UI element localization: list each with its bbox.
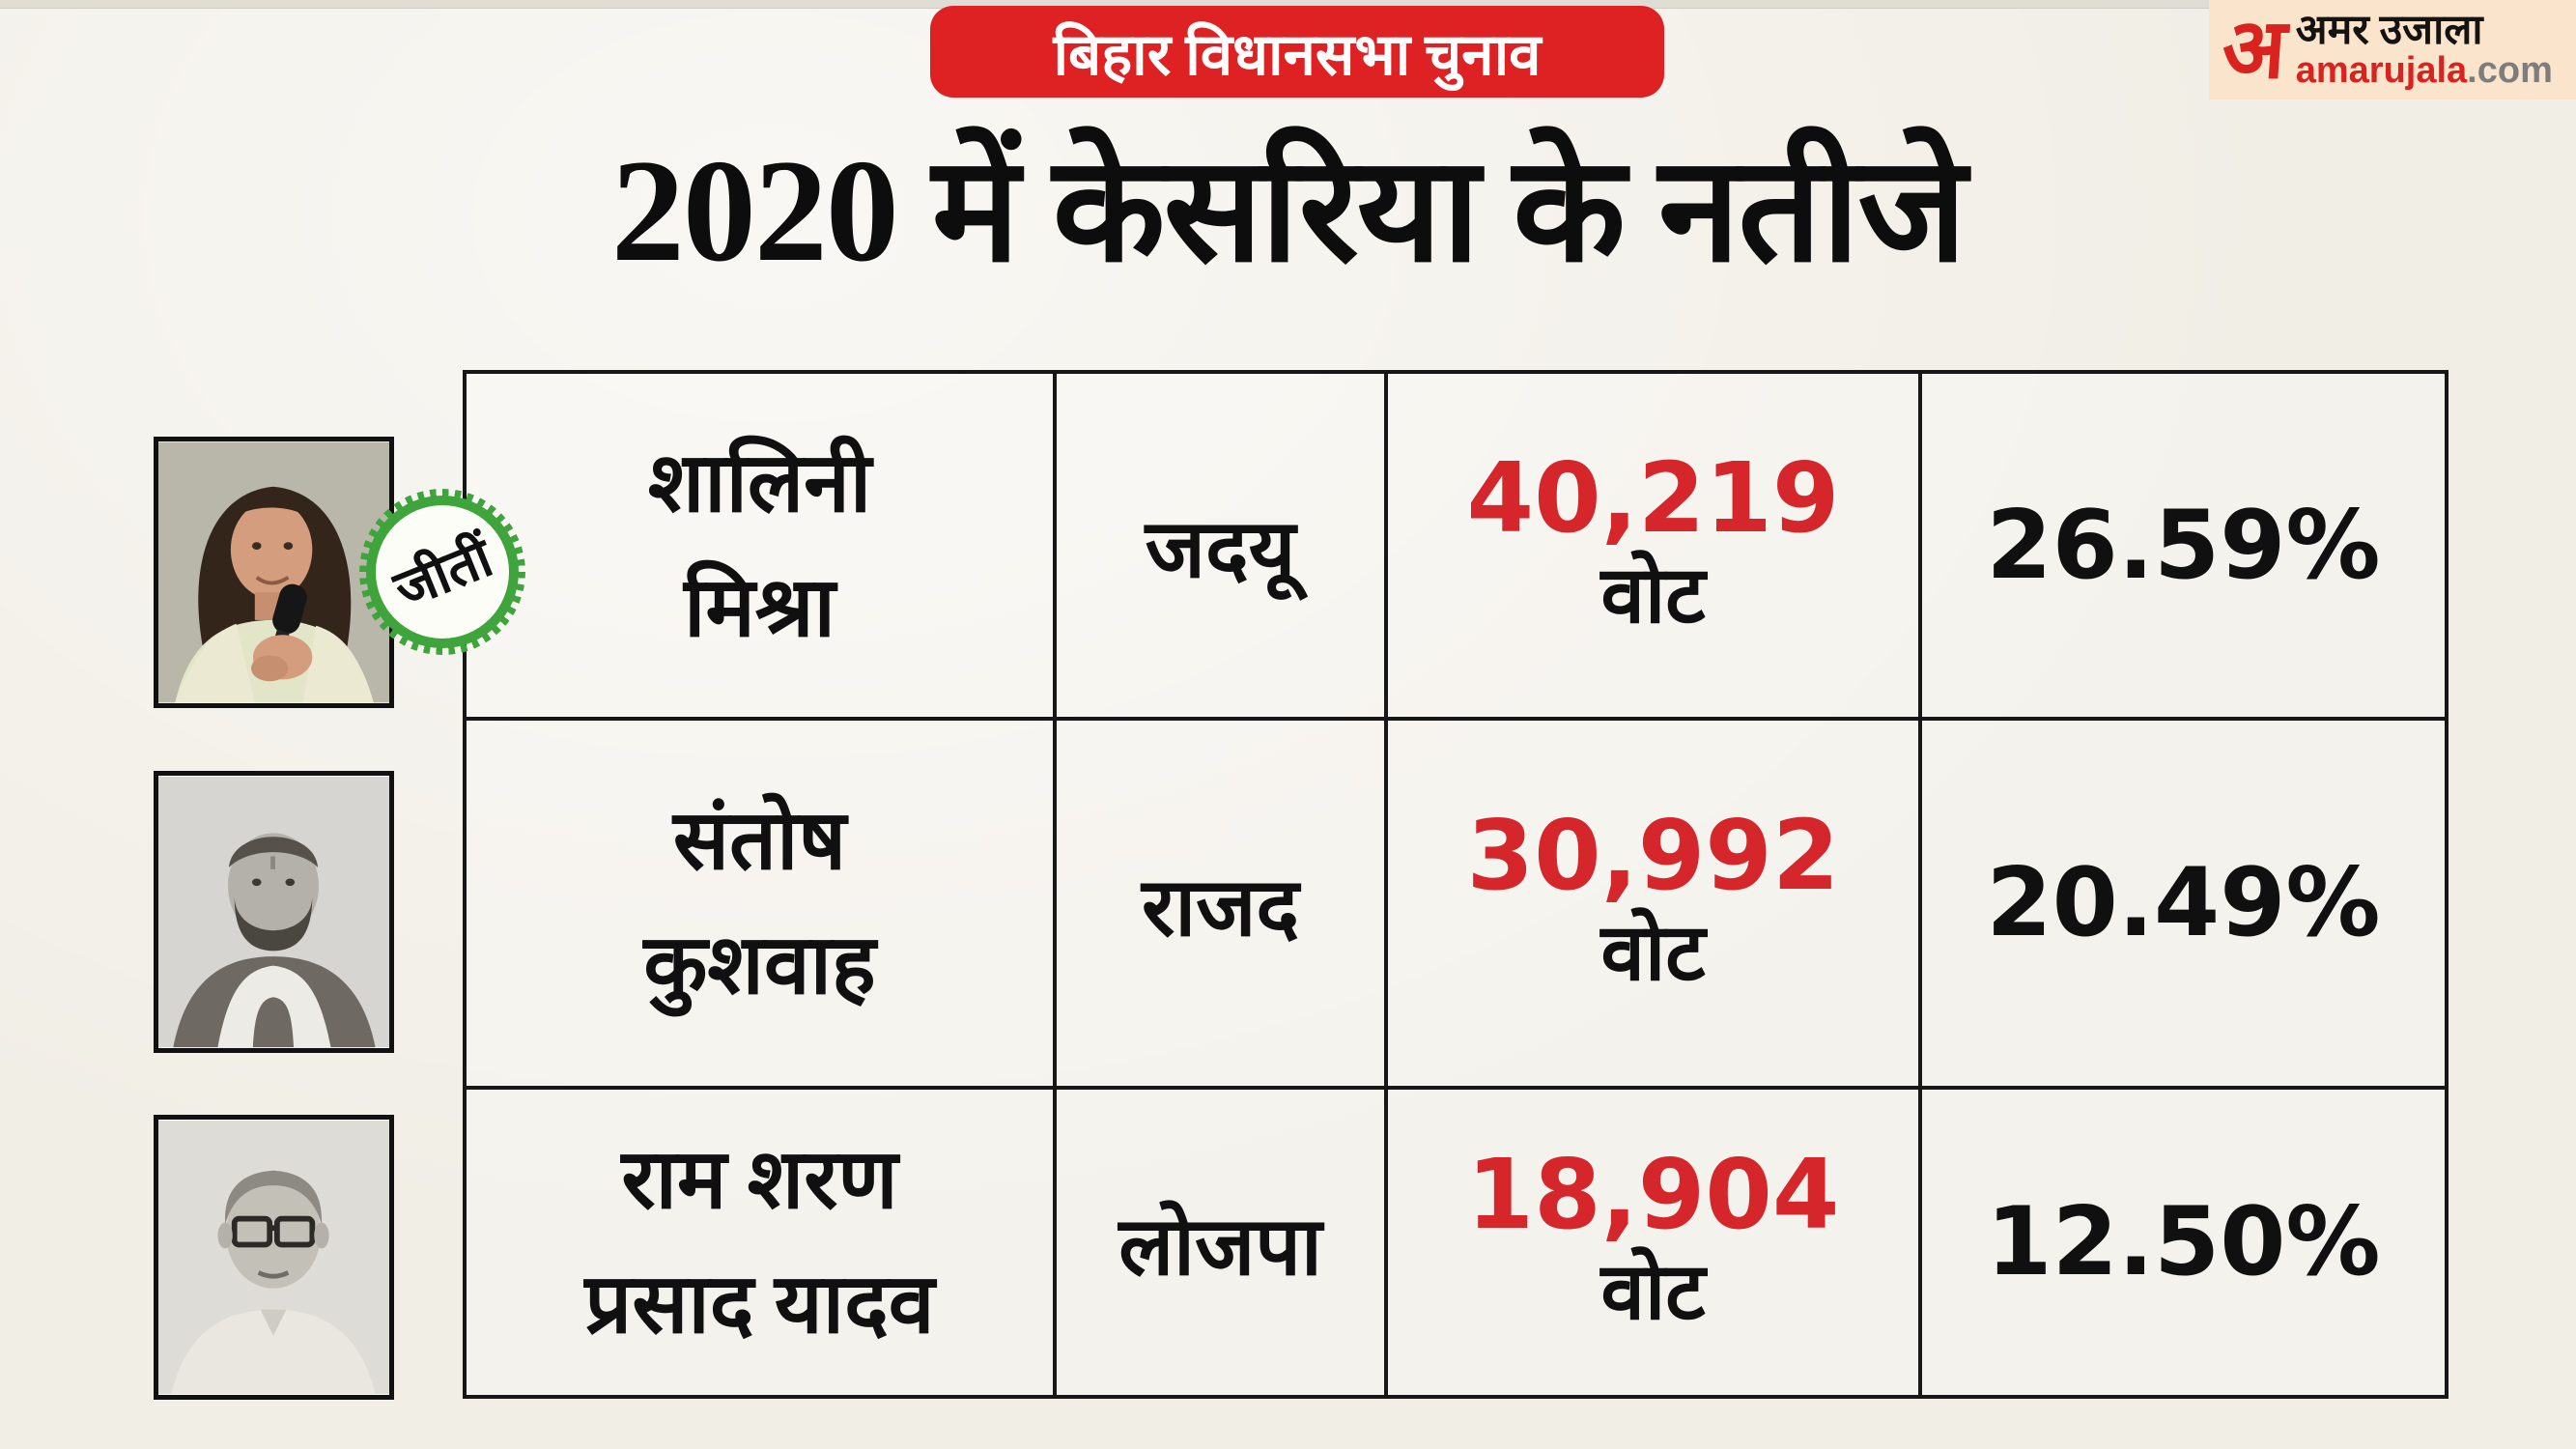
candidate-name-line1: राम शरण	[621, 1133, 898, 1226]
candidate-name-line2: कुशवाह	[643, 919, 876, 1011]
candidate-name-cell-row-1: शालिनी मिश्रा	[467, 374, 1057, 721]
candidate-name-cell-row-3: राम शरण प्रसाद यादव	[467, 1090, 1057, 1395]
amar-ujala-logo-tld: .com	[2467, 50, 2553, 92]
vote-share-cell-row-3: 12.50%	[1922, 1090, 2445, 1395]
vote-share-value: 20.49%	[1986, 848, 2381, 958]
portrait-man-with-glasses-grayscale	[158, 1120, 389, 1395]
party-name: लोजपा	[1118, 1202, 1322, 1293]
winner-seal-label: जीतीं	[385, 527, 501, 621]
amar-ujala-logo-name: अमर उजाला	[2295, 8, 2483, 54]
votes-unit-label: वोट	[1600, 909, 1706, 998]
votes-unit-label: वोट	[1600, 551, 1706, 639]
party-cell-row-2: राजद	[1057, 721, 1388, 1090]
election-header-badge: बिहार विधानसभा चुनाव	[930, 6, 1664, 98]
candidate-photo-santosh-kushwah	[154, 771, 394, 1053]
party-cell-row-1: जदयू	[1057, 374, 1388, 721]
candidate-name-line1: शालिनी	[647, 436, 872, 529]
winner-seal: जीतीं	[359, 489, 525, 655]
votes-cell-row-1: 40,219 वोट	[1388, 374, 1922, 721]
portrait-woman-with-microphone	[158, 441, 389, 703]
candidate-name-cell-row-2: संतोष कुशवाह	[467, 721, 1057, 1090]
votes-unit-label: वोट	[1600, 1248, 1706, 1337]
amar-ujala-logo: अ अमर उजाला amarujala.com	[2209, 0, 2576, 99]
winner-seal-center: जीतीं	[376, 505, 509, 639]
votes-number: 40,219	[1466, 440, 1840, 554]
votes-cell-row-3: 18,904 वोट	[1388, 1090, 1922, 1395]
party-name: राजद	[1141, 863, 1300, 953]
amar-ujala-logo-domain: amarujala	[2295, 50, 2468, 92]
candidate-name-line1: संतोष	[672, 794, 847, 887]
vote-share-cell-row-1: 26.59%	[1922, 374, 2445, 721]
vote-share-value: 12.50%	[1986, 1187, 2381, 1297]
vote-share-cell-row-2: 20.49%	[1922, 721, 2445, 1090]
election-header-label: बिहार विधानसभा चुनाव	[1053, 22, 1542, 87]
vote-share-value: 26.59%	[1986, 490, 2381, 601]
results-table: शालिनी मिश्रा जदयू 40,219 वोट 26.59% संत…	[463, 370, 2449, 1399]
candidate-name-line2: मिश्रा	[684, 560, 835, 654]
candidate-photo-ram-sharan-prasad-yadav	[154, 1115, 394, 1400]
party-name: जदयू	[1145, 505, 1296, 595]
portrait-man-with-beard-grayscale	[158, 776, 389, 1048]
amar-ujala-logo-text: अमर उजाला amarujala.com	[2296, 10, 2553, 90]
candidate-name-line2: प्रसाद यादव	[584, 1258, 935, 1350]
candidate-photo-shalini-mishra	[154, 437, 394, 708]
page-title: 2020 में केसरिया के नतीजे	[610, 129, 1967, 292]
votes-number: 30,992	[1466, 799, 1840, 913]
votes-number: 18,904	[1466, 1138, 1840, 1252]
party-cell-row-3: लोजपा	[1057, 1090, 1388, 1395]
amar-ujala-logo-site: amarujala.com	[2296, 52, 2553, 90]
amar-ujala-logo-mark-icon: अ	[2219, 2, 2290, 96]
votes-cell-row-2: 30,992 वोट	[1388, 721, 1922, 1090]
